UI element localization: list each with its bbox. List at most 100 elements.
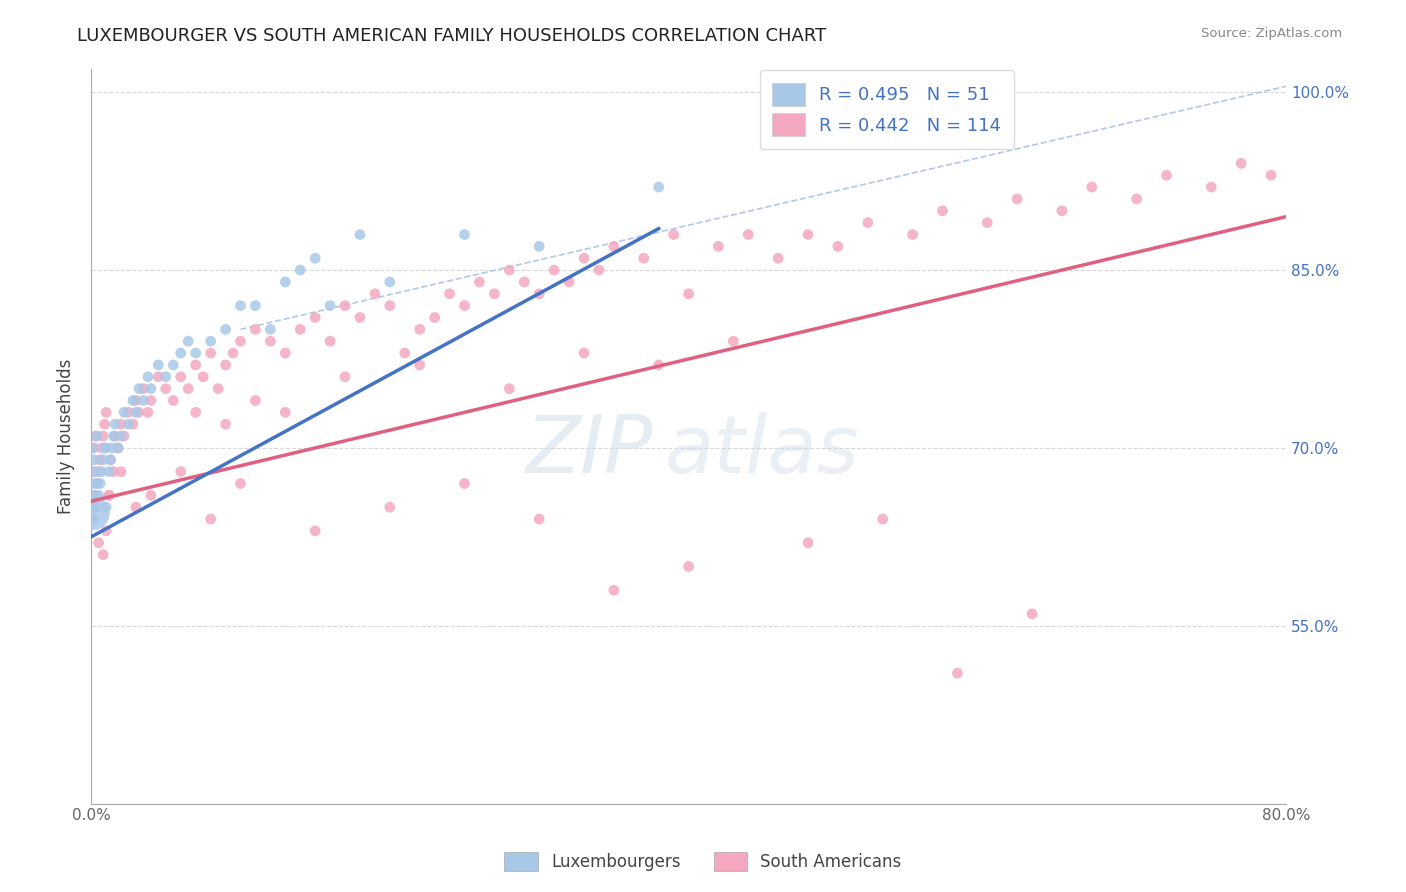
Point	[89, 452, 111, 467]
Point	[498, 263, 520, 277]
Point	[87, 535, 110, 549]
Point	[110, 465, 132, 479]
Legend: R = 0.495   N = 51, R = 0.442   N = 114: R = 0.495 N = 51, R = 0.442 N = 114	[759, 70, 1014, 149]
Point	[409, 322, 432, 336]
Point	[104, 429, 127, 443]
Point	[86, 429, 108, 443]
Point	[214, 322, 236, 336]
Text: ZIP: ZIP	[526, 412, 652, 490]
Point	[543, 263, 565, 277]
Point	[304, 310, 326, 325]
Point	[112, 405, 135, 419]
Point	[1005, 192, 1028, 206]
Point	[349, 310, 371, 325]
Point	[1156, 168, 1178, 182]
Point	[603, 583, 626, 598]
Point	[274, 275, 297, 289]
Point	[110, 417, 132, 432]
Point	[82, 506, 104, 520]
Point	[122, 417, 145, 432]
Point	[177, 334, 200, 349]
Point	[170, 369, 193, 384]
Point	[946, 666, 969, 681]
Point	[139, 393, 162, 408]
Point	[82, 512, 104, 526]
Point	[827, 239, 849, 253]
Point	[162, 358, 184, 372]
Point	[901, 227, 924, 242]
Point	[245, 322, 267, 336]
Point	[723, 334, 745, 349]
Point	[647, 358, 669, 372]
Point	[90, 465, 112, 479]
Point	[333, 369, 356, 384]
Point	[117, 417, 139, 432]
Point	[290, 322, 312, 336]
Point	[122, 393, 145, 408]
Point	[678, 559, 700, 574]
Point	[155, 382, 177, 396]
Point	[200, 346, 222, 360]
Point	[572, 346, 595, 360]
Point	[132, 393, 155, 408]
Point	[103, 429, 125, 443]
Point	[229, 334, 252, 349]
Point	[378, 500, 401, 515]
Point	[87, 465, 110, 479]
Point	[148, 369, 170, 384]
Point	[349, 227, 371, 242]
Point	[139, 488, 162, 502]
Point	[100, 452, 122, 467]
Point	[184, 346, 207, 360]
Point	[83, 452, 105, 467]
Point	[319, 299, 342, 313]
Point	[558, 275, 581, 289]
Point	[90, 441, 112, 455]
Point	[86, 476, 108, 491]
Point	[409, 358, 432, 372]
Point	[125, 405, 148, 419]
Point	[245, 299, 267, 313]
Point	[200, 334, 222, 349]
Point	[148, 358, 170, 372]
Point	[98, 488, 121, 502]
Point	[274, 346, 297, 360]
Point	[259, 334, 281, 349]
Point	[378, 299, 401, 313]
Point	[128, 405, 150, 419]
Point	[184, 405, 207, 419]
Point	[170, 346, 193, 360]
Point	[1050, 203, 1073, 218]
Point	[170, 465, 193, 479]
Point	[103, 465, 125, 479]
Point	[453, 476, 475, 491]
Point	[453, 227, 475, 242]
Point	[797, 535, 820, 549]
Point	[136, 369, 159, 384]
Point	[856, 216, 879, 230]
Point	[1081, 180, 1104, 194]
Point	[155, 369, 177, 384]
Point	[191, 369, 214, 384]
Point	[207, 382, 229, 396]
Point	[107, 441, 129, 455]
Point	[184, 358, 207, 372]
Point	[484, 286, 506, 301]
Point	[93, 441, 115, 455]
Point	[125, 393, 148, 408]
Point	[513, 275, 536, 289]
Point	[117, 405, 139, 419]
Point	[319, 334, 342, 349]
Point	[976, 216, 998, 230]
Point	[132, 382, 155, 396]
Point	[94, 500, 117, 515]
Point	[290, 263, 312, 277]
Point	[274, 405, 297, 419]
Point	[86, 476, 108, 491]
Point	[304, 524, 326, 538]
Point	[200, 512, 222, 526]
Point	[89, 476, 111, 491]
Point	[125, 500, 148, 515]
Point	[333, 299, 356, 313]
Point	[662, 227, 685, 242]
